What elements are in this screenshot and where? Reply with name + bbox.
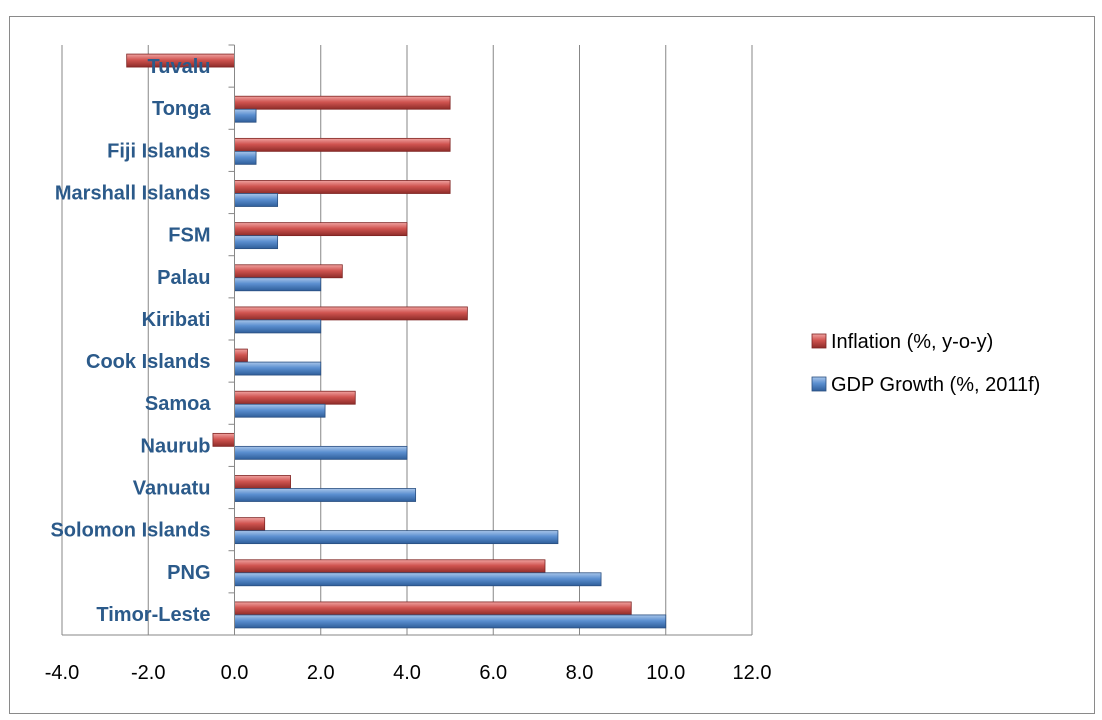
bar-gdp-timor-leste <box>234 614 667 629</box>
legend-label-gdp: GDP Growth (%, 2011f) <box>831 374 1040 396</box>
x-tick-label: 2.0 <box>307 662 335 684</box>
x-tick-label: 10.0 <box>646 662 685 684</box>
legend: Inflation (%, y-o-y) GDP Growth (%, 2011f… <box>811 331 1040 396</box>
bar-inflation-vanuatu <box>234 475 291 489</box>
legend-swatch-inflation <box>811 333 827 349</box>
bar-gdp-palau <box>234 277 322 292</box>
bar-gdp-naurub <box>234 445 408 460</box>
bar-inflation-solomon-islands <box>234 517 266 532</box>
category-label: Tuvalu <box>148 56 211 78</box>
category-label: Palau <box>157 267 210 289</box>
bar-gdp-fsm <box>234 235 279 250</box>
bar-inflation-tonga <box>234 95 451 110</box>
bar-gdp-vanuatu <box>234 488 417 502</box>
legend-label-inflation: Inflation (%, y-o-y) <box>831 331 993 353</box>
legend-swatch-gdp <box>811 376 827 392</box>
bar-gdp-tonga <box>234 108 257 123</box>
x-tick-label: 6.0 <box>479 662 507 684</box>
bar-inflation-palau <box>234 264 343 279</box>
category-label: Marshall Islands <box>55 183 211 205</box>
category-label: Timor-Leste <box>96 604 210 626</box>
x-tick-label: 0.0 <box>221 662 249 684</box>
x-tick-label: 8.0 <box>566 662 594 684</box>
x-tick-label: 4.0 <box>393 662 421 684</box>
bar-gdp-solomon-islands <box>234 530 559 545</box>
category-label: Kiribati <box>142 309 211 331</box>
bar-inflation-timor-leste <box>234 601 632 616</box>
axes <box>62 44 752 636</box>
bar-inflation-cook-islands <box>234 348 248 363</box>
category-labels: Timor-Leste PNG Solomon Islands Vanuatu Naur… <box>50 56 211 626</box>
bar-inflation-png <box>234 559 546 574</box>
bar-inflation-naurub <box>212 432 235 447</box>
bars <box>126 53 667 629</box>
bar-gdp-samoa <box>234 403 326 418</box>
category-label: PNG <box>167 562 210 584</box>
category-label: Vanuatu <box>133 478 211 500</box>
bar-gdp-png <box>234 572 602 587</box>
bar-inflation-kiribati <box>234 306 468 321</box>
chart-frame: Timor-Leste PNG Solomon Islands Vanuatu Naur… <box>9 16 1095 714</box>
category-label: Solomon Islands <box>50 520 210 542</box>
bar-gdp-cook-islands <box>234 361 322 376</box>
x-tick-labels: -4.0 -2.0 0.0 2.0 4.0 6.0 8.0 10.0 12.0 <box>45 662 772 684</box>
x-tick-label: -2.0 <box>131 662 165 684</box>
bar-gdp-kiribati <box>234 319 322 334</box>
bar-chart: Timor-Leste PNG Solomon Islands Vanuatu Naur… <box>45 44 1040 684</box>
category-label: Cook Islands <box>86 351 210 373</box>
x-tick-label: 12.0 <box>733 662 772 684</box>
category-label: Fiji Islands <box>107 140 210 162</box>
category-label: Tonga <box>152 98 211 120</box>
bar-inflation-marshall-islands <box>234 180 451 194</box>
bar-gdp-marshall-islands <box>234 193 279 207</box>
category-label: Naurub <box>141 435 211 457</box>
x-tick-label: -4.0 <box>45 662 79 684</box>
category-label: Samoa <box>145 393 211 415</box>
bar-inflation-fsm <box>234 222 408 237</box>
bar-inflation-fiji-islands <box>234 137 451 152</box>
bar-inflation-samoa <box>234 390 356 405</box>
category-label: FSM <box>168 225 210 247</box>
gridlines <box>61 45 753 635</box>
bar-gdp-fiji-islands <box>234 150 257 165</box>
